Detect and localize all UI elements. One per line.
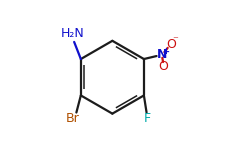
- Text: Br: Br: [66, 112, 80, 125]
- Text: +: +: [162, 47, 169, 56]
- Text: O: O: [166, 38, 176, 51]
- Text: H₂N: H₂N: [61, 27, 84, 40]
- Text: O: O: [158, 60, 168, 73]
- Text: F: F: [144, 112, 150, 125]
- Text: ⁻: ⁻: [172, 36, 178, 46]
- Text: N: N: [157, 48, 167, 61]
